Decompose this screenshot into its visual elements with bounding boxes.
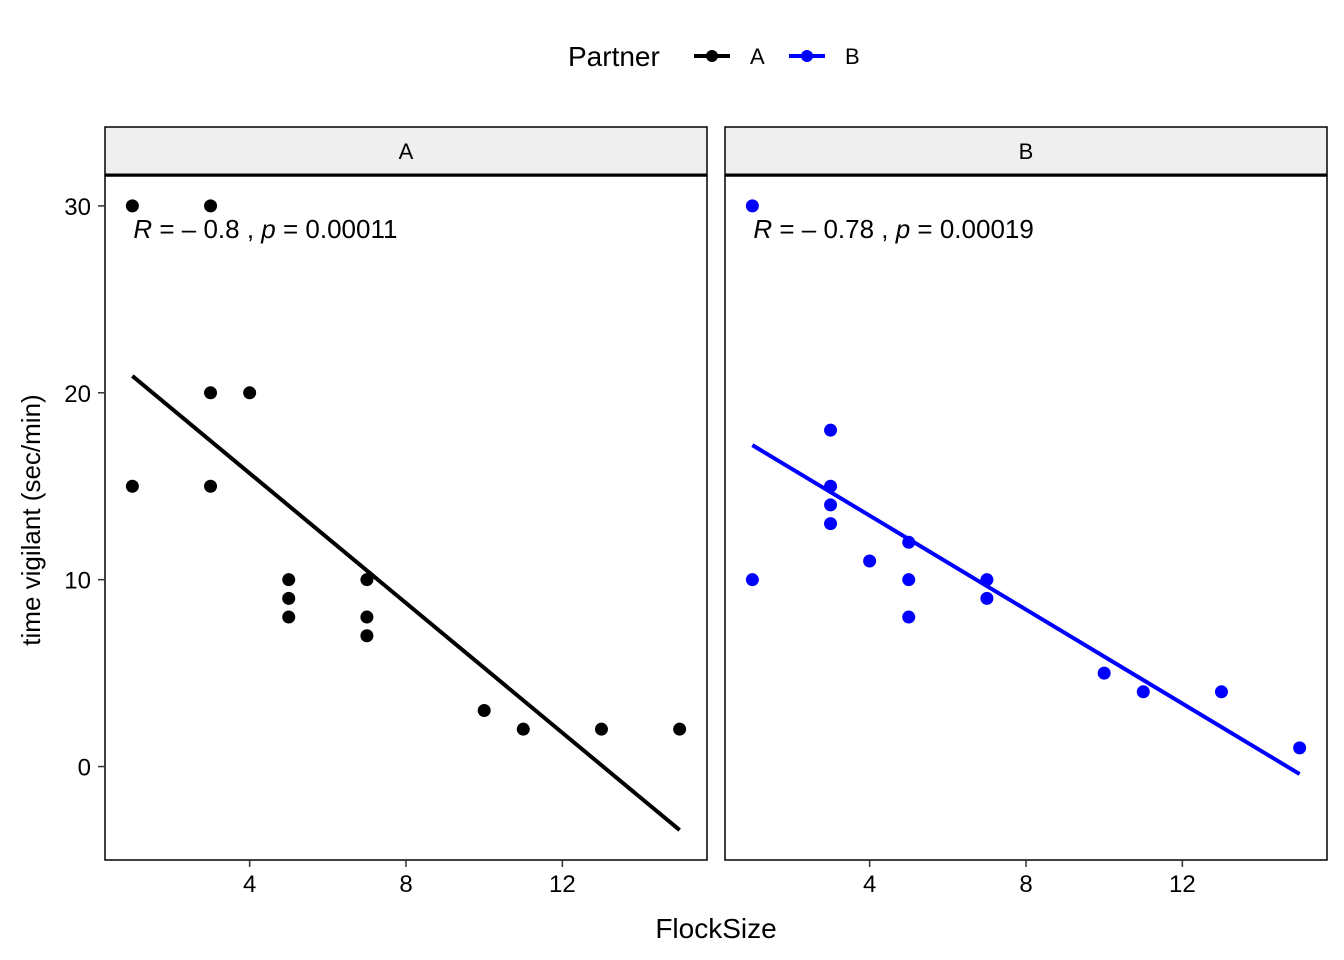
y-tick-label: 20 (64, 381, 91, 408)
x-tick-label: 8 (1019, 871, 1032, 898)
data-point (282, 591, 296, 605)
data-point (204, 199, 218, 213)
legend-label-b: B (845, 44, 860, 69)
data-point (1097, 666, 1111, 680)
x-tick-label: 4 (243, 871, 256, 898)
x-tick-label: 12 (549, 871, 576, 898)
data-point (516, 722, 530, 736)
p-label: p (260, 214, 275, 244)
r-label: R (753, 214, 772, 244)
data-point (1214, 685, 1228, 699)
r-value: = – 0.8 , (152, 214, 261, 244)
legend-key-b-point (801, 50, 813, 62)
legend: Partner A B (568, 41, 860, 72)
data-point (902, 610, 916, 624)
p-label: p (895, 214, 910, 244)
data-point (125, 199, 139, 213)
data-point (824, 517, 838, 531)
data-point (360, 629, 374, 643)
r-value: = – 0.78 , (772, 214, 896, 244)
panel-border (724, 175, 1328, 861)
data-point (824, 423, 838, 437)
strip-label: A (399, 139, 414, 164)
x-tick-label: 8 (399, 871, 412, 898)
p-value: = 0.00019 (910, 214, 1034, 244)
data-point (282, 573, 296, 587)
data-point (980, 591, 994, 605)
data-point (745, 573, 759, 587)
panel-border (104, 175, 708, 861)
data-point (243, 386, 257, 400)
p-value: = 0.00011 (276, 214, 398, 244)
y-tick-label: 10 (64, 568, 91, 595)
correlation-annotation: R = – 0.8 , p = 0.00011 (133, 214, 397, 244)
data-point (204, 386, 218, 400)
legend-title: Partner (568, 41, 660, 72)
regression-line (751, 443, 1301, 776)
data-point (204, 479, 218, 493)
strip-background (104, 126, 708, 176)
legend-label-a: A (750, 44, 765, 69)
x-tick-label: 4 (863, 871, 876, 898)
y-tick-label: 0 (78, 755, 91, 782)
data-point (594, 722, 608, 736)
correlation-annotation: R = – 0.78 , p = 0.00019 (753, 214, 1033, 244)
y-tick-label: 30 (64, 194, 91, 221)
data-point (477, 703, 491, 717)
data-point (673, 722, 687, 736)
data-point (863, 554, 877, 568)
data-point (824, 498, 838, 512)
data-point (1136, 685, 1150, 699)
x-axis-label: FlockSize (655, 913, 776, 944)
data-point (282, 610, 296, 624)
data-point (745, 199, 759, 213)
legend-key-a-point (706, 50, 718, 62)
y-axis-label: time vigilant (sec/min) (16, 394, 46, 645)
data-point (125, 479, 139, 493)
panel-a: A 4 8 12 0 10 20 30 R = – 0.8 , p = 0.00011 (64, 126, 708, 898)
regression-line (131, 374, 681, 832)
data-point (902, 573, 916, 587)
r-label: R (133, 214, 152, 244)
data-point (360, 573, 374, 587)
panel-b: B 4 8 12 R = – 0.78 , p = 0.00019 (724, 126, 1328, 898)
x-tick-label: 12 (1169, 871, 1196, 898)
data-point (360, 610, 374, 624)
strip-label: B (1019, 139, 1034, 164)
data-point (1293, 741, 1307, 755)
